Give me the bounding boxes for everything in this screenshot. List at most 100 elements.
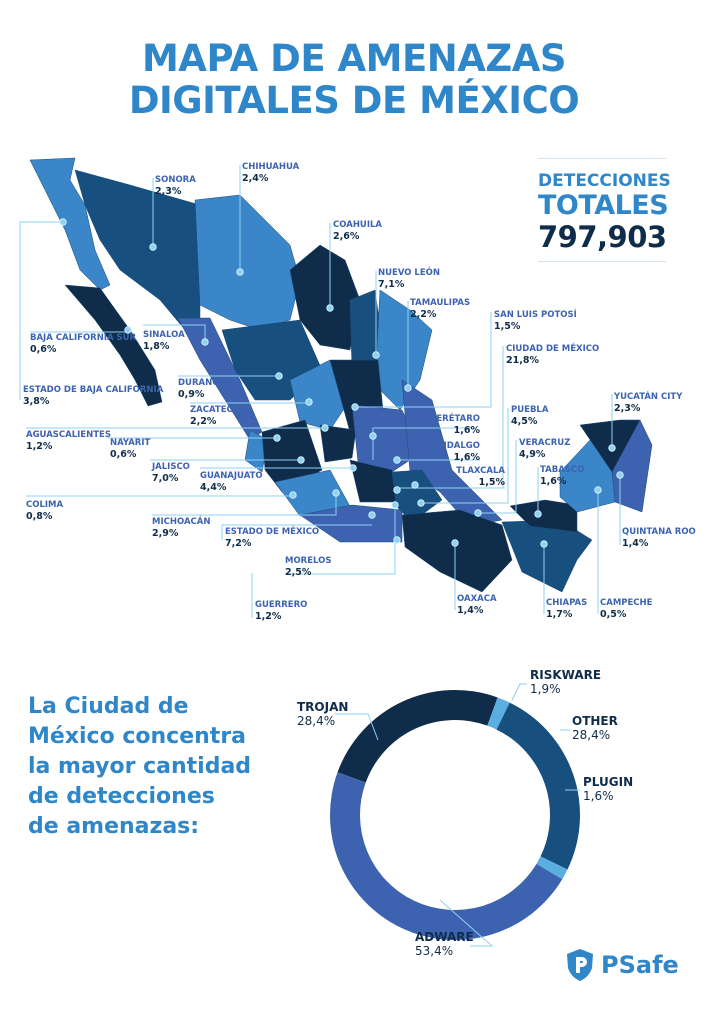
- state-percentage: 0,6%: [110, 449, 137, 460]
- state-label: CIUDAD DE MÉXICO 21,8%: [506, 344, 599, 366]
- donut-slice-other: [496, 702, 580, 870]
- state-name: GUERRERO: [255, 600, 308, 610]
- donut-value: 28,4%: [572, 728, 611, 742]
- donut-category: PLUGIN: [583, 775, 634, 789]
- leader-line: [221, 524, 372, 540]
- leader-line: [478, 440, 517, 514]
- state-label: CAMPECHE 0,5%: [600, 598, 652, 620]
- state-name: DURANGO: [178, 378, 227, 388]
- donut-category: TROJAN: [297, 700, 349, 714]
- donut-label: OTHER 28,4%: [572, 714, 618, 742]
- donut-leader-line: [511, 683, 527, 701]
- state-queretaro-hidalgo: [351, 404, 423, 473]
- state-marker-dot: [149, 243, 157, 251]
- state-marker-dot: [369, 432, 377, 440]
- leader-line: [152, 493, 337, 516]
- state-label: QUINTANA ROO 1,4%: [622, 527, 696, 549]
- state-name: TABASCO: [540, 465, 585, 475]
- leader-line: [285, 505, 396, 575]
- state-name: PUEBLA: [511, 405, 549, 415]
- state-name: MICHOACÁN: [152, 517, 211, 527]
- leader-line: [19, 221, 63, 400]
- state-name: ESTADO DE MÉXICO: [225, 527, 320, 537]
- state-marker-dot: [404, 384, 412, 392]
- state-name: VERACRUZ: [519, 438, 571, 448]
- state-label: SONORA 2,3%: [155, 175, 196, 197]
- state-marker-dot: [321, 424, 329, 432]
- state-percentage: 7,2%: [225, 538, 252, 549]
- donut-label: RISKWARE 1,9%: [530, 668, 601, 696]
- total-detections: DETECCIONES TOTALES 797,903: [538, 158, 671, 262]
- state-label: ESTADO DE BAJA CALIFORNIA 3,8%: [23, 385, 163, 407]
- state-label: GUERRERO 1,2%: [255, 600, 307, 622]
- state-percentage: 2,3%: [155, 186, 182, 197]
- state-name: GUANAJUATO: [200, 471, 263, 481]
- state-percentage: 2,2%: [410, 309, 437, 320]
- state-percentage: 4,4%: [200, 482, 227, 493]
- state-name: CHIHUAHUA: [242, 162, 300, 172]
- state-marker-dot: [391, 501, 399, 509]
- donut-label: ADWARE 53,4%: [415, 930, 474, 958]
- state-percentage: 1,2%: [255, 611, 282, 622]
- state-marker-dot: [474, 509, 482, 517]
- state-marker-dot: [326, 304, 334, 312]
- donut-category: RISKWARE: [530, 668, 602, 682]
- state-percentage: 2,9%: [152, 528, 179, 539]
- state-label: COLIMA 0,8%: [26, 500, 63, 522]
- state-percentage: 2,2%: [190, 416, 217, 427]
- state-percentage: 1,5%: [478, 477, 505, 488]
- state-percentage: 2,4%: [242, 173, 269, 184]
- state-puebla: [391, 469, 443, 523]
- donut-value: 28,4%: [297, 714, 336, 728]
- state-percentage: 1,4%: [622, 538, 649, 549]
- state-marker-dot: [124, 326, 132, 334]
- state-marker-dot: [59, 218, 67, 226]
- state-name: YUCATÁN CITY: [614, 392, 683, 402]
- state-percentage: 1,6%: [453, 425, 480, 436]
- state-percentage: 4,5%: [511, 416, 538, 427]
- state-percentage: 3,8%: [23, 396, 50, 407]
- state-percentage: 21,8%: [506, 355, 539, 366]
- donut-category: OTHER: [572, 714, 618, 728]
- state-percentage: 0,8%: [26, 511, 53, 522]
- state-label: TLAXCALA 1,5%: [456, 466, 505, 488]
- state-label: SINALOA 1,8%: [143, 330, 185, 352]
- state-name: HIDALGO: [436, 441, 480, 451]
- state-label: NAYARIT 0,6%: [110, 438, 150, 460]
- state-percentage: 1,4%: [457, 605, 484, 616]
- state-marker-dot: [540, 540, 548, 548]
- donut-slice-plugin: [536, 856, 568, 880]
- state-label: MORELOS 2,5%: [285, 556, 332, 578]
- state-name: AGUASCALIENTES: [26, 430, 111, 440]
- state-marker-dot: [305, 398, 313, 406]
- state-chihuahua: [194, 194, 301, 331]
- state-percentage: 0,5%: [600, 609, 627, 620]
- state-marker-dot: [201, 338, 209, 346]
- donut-value: 53,4%: [415, 944, 454, 958]
- state-label: COAHUILA 2,6%: [333, 220, 382, 242]
- state-marker-dot: [351, 403, 359, 411]
- state-percentage: 2,6%: [333, 231, 360, 242]
- state-name: ZACATECAS: [190, 405, 246, 415]
- state-name: SONORA: [155, 175, 196, 185]
- donut-slice-riskware: [487, 697, 510, 730]
- state-marker-dot: [297, 456, 305, 464]
- state-name: CAMPECHE: [600, 598, 653, 608]
- state-name: TLAXCALA: [456, 466, 505, 476]
- conclusion-text: La Ciudad de México concentra la mayor c…: [28, 694, 252, 839]
- state-name: SAN LUIS POTOSÍ: [494, 310, 577, 320]
- state-marker-dot: [273, 434, 281, 442]
- state-marker-dot: [349, 464, 357, 472]
- state-name: JALISCO: [152, 462, 190, 472]
- state-label: NUEVO LEÓN 7,1%: [378, 268, 440, 290]
- donut-category: ADWARE: [415, 930, 474, 944]
- state-name: COLIMA: [26, 500, 64, 510]
- state-nayarit: [244, 429, 269, 473]
- state-label: DURANGO 0,9%: [178, 378, 226, 400]
- state-name: SINALOA: [143, 330, 185, 340]
- state-label: GUANAJUATO 4,4%: [200, 471, 263, 493]
- donut-label: TROJAN 28,4%: [297, 700, 348, 728]
- state-label: BAJA CALIFORNIA SUR 0,6%: [30, 333, 136, 355]
- state-guanajuato: [319, 424, 357, 463]
- state-marker-dot: [332, 489, 340, 497]
